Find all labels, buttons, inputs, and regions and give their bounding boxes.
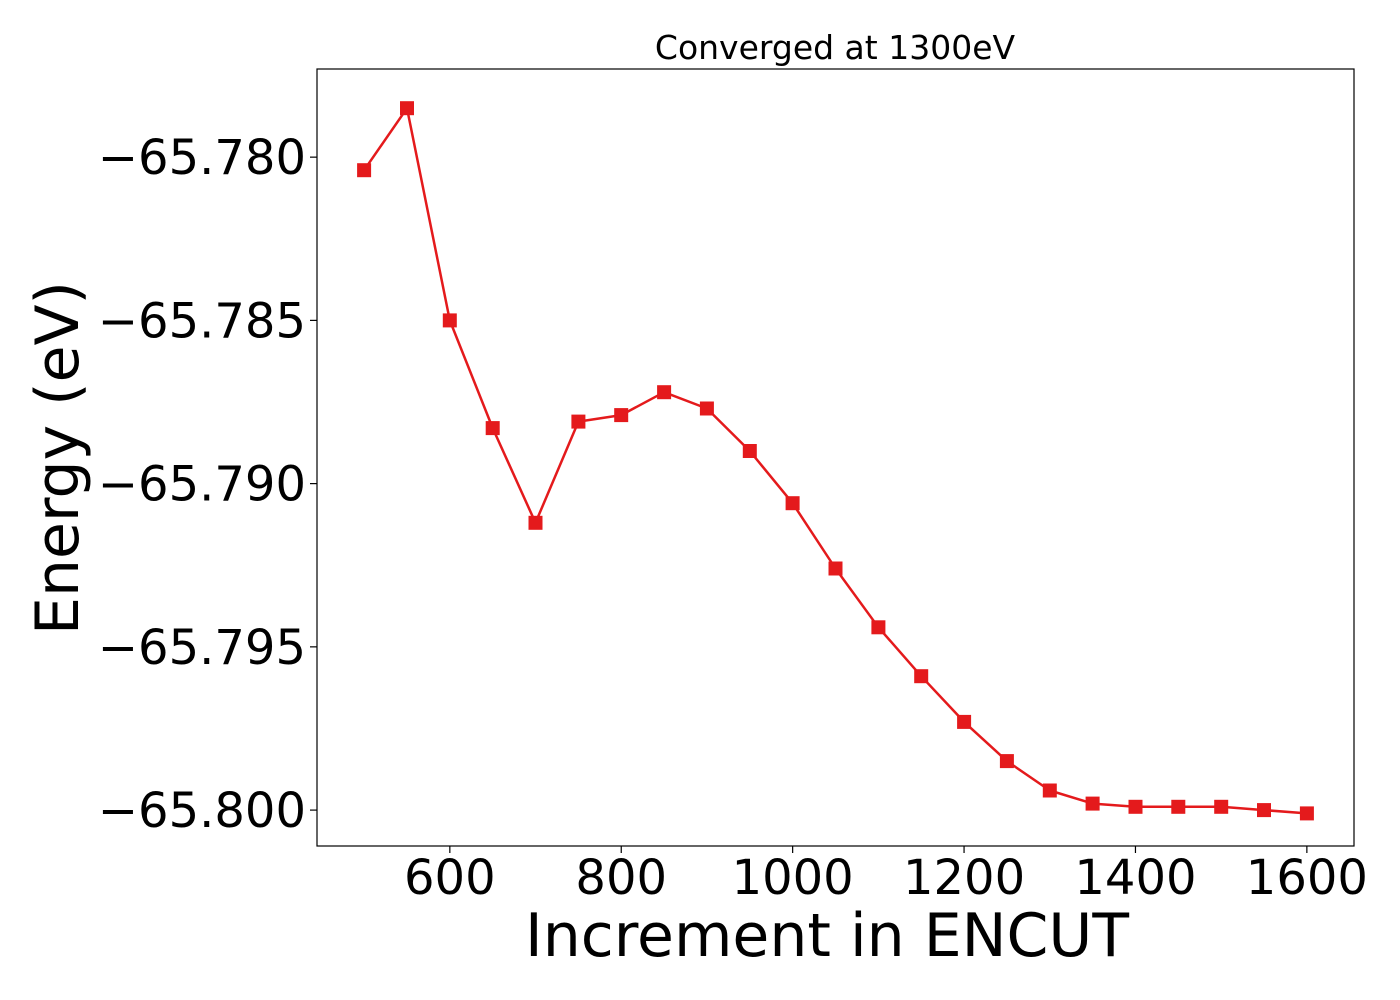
data-point-marker: [657, 385, 672, 400]
data-point-marker: [357, 163, 372, 178]
data-point-marker: [1128, 799, 1143, 814]
x-tick-label: 600: [404, 850, 496, 906]
data-point-marker: [1257, 803, 1271, 818]
y-tick-label: −65.780: [98, 130, 306, 186]
x-tick-label: 1600: [1246, 850, 1368, 906]
data-point-marker: [400, 101, 414, 116]
data-point-marker: [957, 714, 972, 729]
x-tick-label: 1200: [903, 850, 1025, 906]
data-point-marker: [1042, 783, 1057, 798]
data-point-marker: [1299, 806, 1314, 821]
x-tick-label: 800: [575, 850, 667, 906]
data-point-marker: [442, 313, 457, 328]
data-point-marker: [999, 754, 1014, 769]
axes-frame: [316, 68, 1355, 847]
data-point-marker: [871, 620, 886, 635]
x-tick-label: 1400: [1074, 850, 1196, 906]
data-point-marker: [914, 669, 929, 684]
data-point-marker: [1171, 799, 1186, 814]
y-tick-label: −65.785: [98, 293, 306, 349]
data-point-marker: [1085, 796, 1100, 811]
plot-area: 600 800 1000 1200 1400 1600 −65.780 −65.785 −65.…: [98, 101, 1368, 906]
data-point-marker: [528, 515, 543, 530]
y-tick-label: −65.795: [98, 620, 306, 676]
x-axis-label: Increment in ENCUT: [525, 901, 1129, 971]
data-point-marker: [485, 421, 500, 436]
data-point-marker: [828, 561, 843, 576]
data-point-marker: [785, 496, 800, 511]
chart-title: Converged at 1300eV: [655, 28, 1016, 67]
y-tick-label: −65.790: [98, 457, 306, 513]
data-point-marker: [614, 408, 629, 423]
data-point-marker: [742, 444, 757, 458]
y-tick-label: −65.800: [98, 783, 306, 839]
x-tick-label: 1000: [732, 850, 854, 906]
data-point-marker: [699, 401, 714, 416]
data-point-marker: [571, 414, 586, 429]
y-axis-label: Energy (eV): [23, 281, 93, 635]
data-point-marker: [1214, 799, 1229, 814]
